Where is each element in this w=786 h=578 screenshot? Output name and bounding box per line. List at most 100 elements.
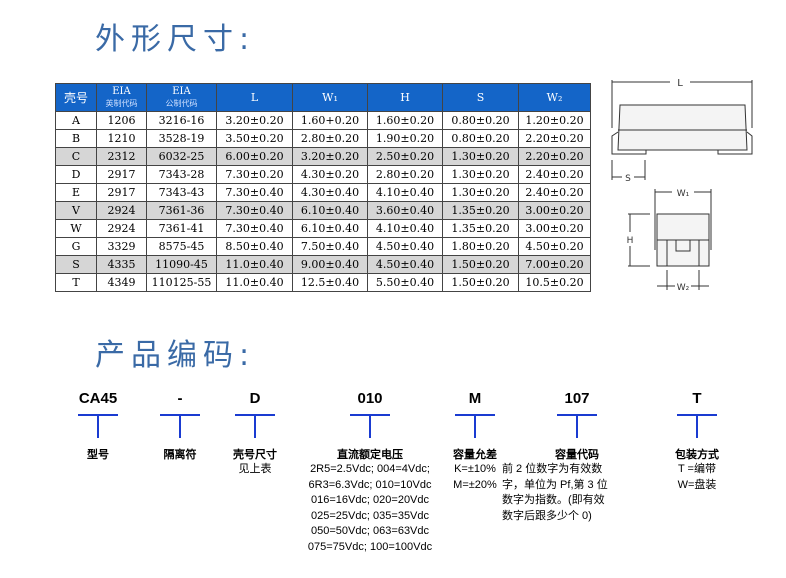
table-cell: 4335 <box>96 255 147 274</box>
table-cell: C <box>55 147 97 166</box>
header-sub: 英制代码 <box>105 98 138 108</box>
tee-marker <box>522 414 652 444</box>
header-main: L <box>250 90 259 104</box>
code-value: M <box>468 390 482 407</box>
table-row: V 2924 7361-36 7.30±0.40 6.10±0.40 3.60±0.40 1… <box>55 201 591 220</box>
table-cell: 1.90±0.20 <box>367 129 443 148</box>
table-cell: 1.50±0.20 <box>442 273 519 292</box>
table-cell: 3216-16 <box>146 111 217 130</box>
table-cell: 7343-28 <box>146 165 217 184</box>
code-segment: M 容量允差 K=±10% M=±20% <box>420 390 530 493</box>
table-cell: 6.00±0.20 <box>216 147 293 166</box>
table-cell: D <box>55 165 97 184</box>
column-header: H <box>367 83 443 112</box>
dimensions-table: 壳号 EIA 英制代码 EIA 公制代码 L W₁ H S W₂ A 1206 3216-16 3.20… <box>55 83 591 292</box>
label-W1: W₁ <box>677 189 690 199</box>
code-value: - <box>177 390 183 407</box>
table-cell: 2.50±0.20 <box>367 147 443 166</box>
table-cell: 4.10±0.40 <box>367 219 443 238</box>
table-row: C 2312 6032-25 6.00±0.20 3.20±0.20 2.50±0.20 1… <box>55 147 591 166</box>
table-cell: 0.80±0.20 <box>442 111 519 130</box>
table-cell: V <box>55 201 97 220</box>
table-cell: 7343-43 <box>146 183 217 202</box>
table-cell: 6.10±0.40 <box>292 201 368 220</box>
table-cell: 2.80±0.20 <box>367 165 443 184</box>
table-cell: 1.30±0.20 <box>442 183 519 202</box>
code-value: T <box>692 390 702 407</box>
code-value: 010 <box>357 390 383 407</box>
table-cell: A <box>55 111 97 130</box>
table-cell: 4.50±0.40 <box>367 237 443 256</box>
table-cell: 2924 <box>96 219 147 238</box>
header-sub: 公制代码 <box>165 98 198 108</box>
label-H: H <box>627 236 634 246</box>
table-cell: 7.30±0.40 <box>216 201 293 220</box>
table-cell: 5.50±0.40 <box>367 273 443 292</box>
table-cell: B <box>55 129 97 148</box>
column-header: L <box>216 83 293 112</box>
table-cell: 2917 <box>96 183 147 202</box>
code-segment: 107 容量代码 前 2 位数字为有效数 字，单位为 Pf,第 3 位 数字为指… <box>502 390 652 524</box>
table-cell: 3.50±0.20 <box>216 129 293 148</box>
header-main: EIA <box>172 85 191 97</box>
header-main: H <box>400 90 410 104</box>
table-cell: 1.50±0.20 <box>442 255 519 274</box>
table-cell: 110125-55 <box>146 273 217 292</box>
table-cell: 11090-45 <box>146 255 217 274</box>
table-cell: 1.35±0.20 <box>442 219 519 238</box>
table-row: B 1210 3528-19 3.50±0.20 2.80±0.20 1.90±0.20 0… <box>55 129 591 148</box>
code-description: T =编带 W=盘装 <box>677 463 717 491</box>
table-cell: 4.30±0.20 <box>292 165 368 184</box>
code-segment: 010 直流额定电压 2R5=2.5Vdc; 004=4Vdc; 6R3=6.3… <box>295 390 445 555</box>
table-cell: 6032-25 <box>146 147 217 166</box>
table-cell: 1.35±0.20 <box>442 201 519 220</box>
table-cell: 3.20±0.20 <box>216 111 293 130</box>
column-header: EIA 公制代码 <box>146 83 217 112</box>
code-label: 容量代码 <box>555 448 599 461</box>
dimensions-title: 外形尺寸: <box>95 22 256 57</box>
label-L: L <box>677 78 683 89</box>
table-cell: 4.50±0.20 <box>518 237 591 256</box>
table-row: S 4335 11090-45 11.0±0.40 9.00±0.40 4.50±0.40… <box>55 255 591 274</box>
table-cell: 1.30±0.20 <box>442 165 519 184</box>
table-cell: 1.80±0.20 <box>442 237 519 256</box>
header-main: EIA <box>112 85 131 97</box>
table-cell: 2.40±0.20 <box>518 183 591 202</box>
table-cell: G <box>55 237 97 256</box>
table-row: W 2924 7361-41 7.30±0.40 6.10±0.40 4.10±0.40 1… <box>55 219 591 238</box>
code-value: D <box>249 390 261 407</box>
code-description: K=±10% M=±20% <box>453 463 497 491</box>
header-main: 壳号 <box>63 90 88 105</box>
table-cell: 1.60±0.20 <box>367 111 443 130</box>
header-main: W₁ <box>322 90 338 104</box>
table-row: A 1206 3216-16 3.20±0.20 1.60+0.20 1.60±0.20 0… <box>55 111 591 130</box>
table-cell: 3.20±0.20 <box>292 147 368 166</box>
table-cell: 12.5±0.40 <box>292 273 368 292</box>
tee-marker <box>125 414 235 444</box>
code-description: 见上表 <box>238 463 272 475</box>
table-cell: 7.00±0.20 <box>518 255 591 274</box>
table-cell: 7.30±0.40 <box>216 183 293 202</box>
table-cell: 2917 <box>96 165 147 184</box>
code-label: 直流额定电压 <box>337 448 403 461</box>
table-cell: 7361-41 <box>146 219 217 238</box>
tee-marker <box>200 414 310 444</box>
tee-marker <box>642 414 752 444</box>
table-cell: 3.60±0.40 <box>367 201 443 220</box>
table-row: T 4349 110125-55 11.0±0.40 12.5±0.40 5.50±0.4… <box>55 273 591 292</box>
code-value: CA45 <box>78 390 118 407</box>
table-cell: 1206 <box>96 111 147 130</box>
table-row: D 2917 7343-28 7.30±0.20 4.30±0.20 2.80±0.20 1… <box>55 165 591 184</box>
table-cell: 2.40±0.20 <box>518 165 591 184</box>
column-header: W₁ <box>292 83 368 112</box>
table-cell: 3329 <box>96 237 147 256</box>
tee-marker <box>315 414 445 444</box>
table-cell: 9.00±0.40 <box>292 255 368 274</box>
table-cell: 0.80±0.20 <box>442 129 519 148</box>
table-cell: 4.30±0.40 <box>292 183 368 202</box>
code-segment: CA45 型号 <box>43 390 153 462</box>
code-value: 107 <box>564 390 590 407</box>
column-header: W₂ <box>518 83 591 112</box>
table-row: G 3329 8575-45 8.50±0.40 7.50±0.40 4.50±0.40 1… <box>55 237 591 256</box>
table-cell: 11.0±0.40 <box>216 273 293 292</box>
